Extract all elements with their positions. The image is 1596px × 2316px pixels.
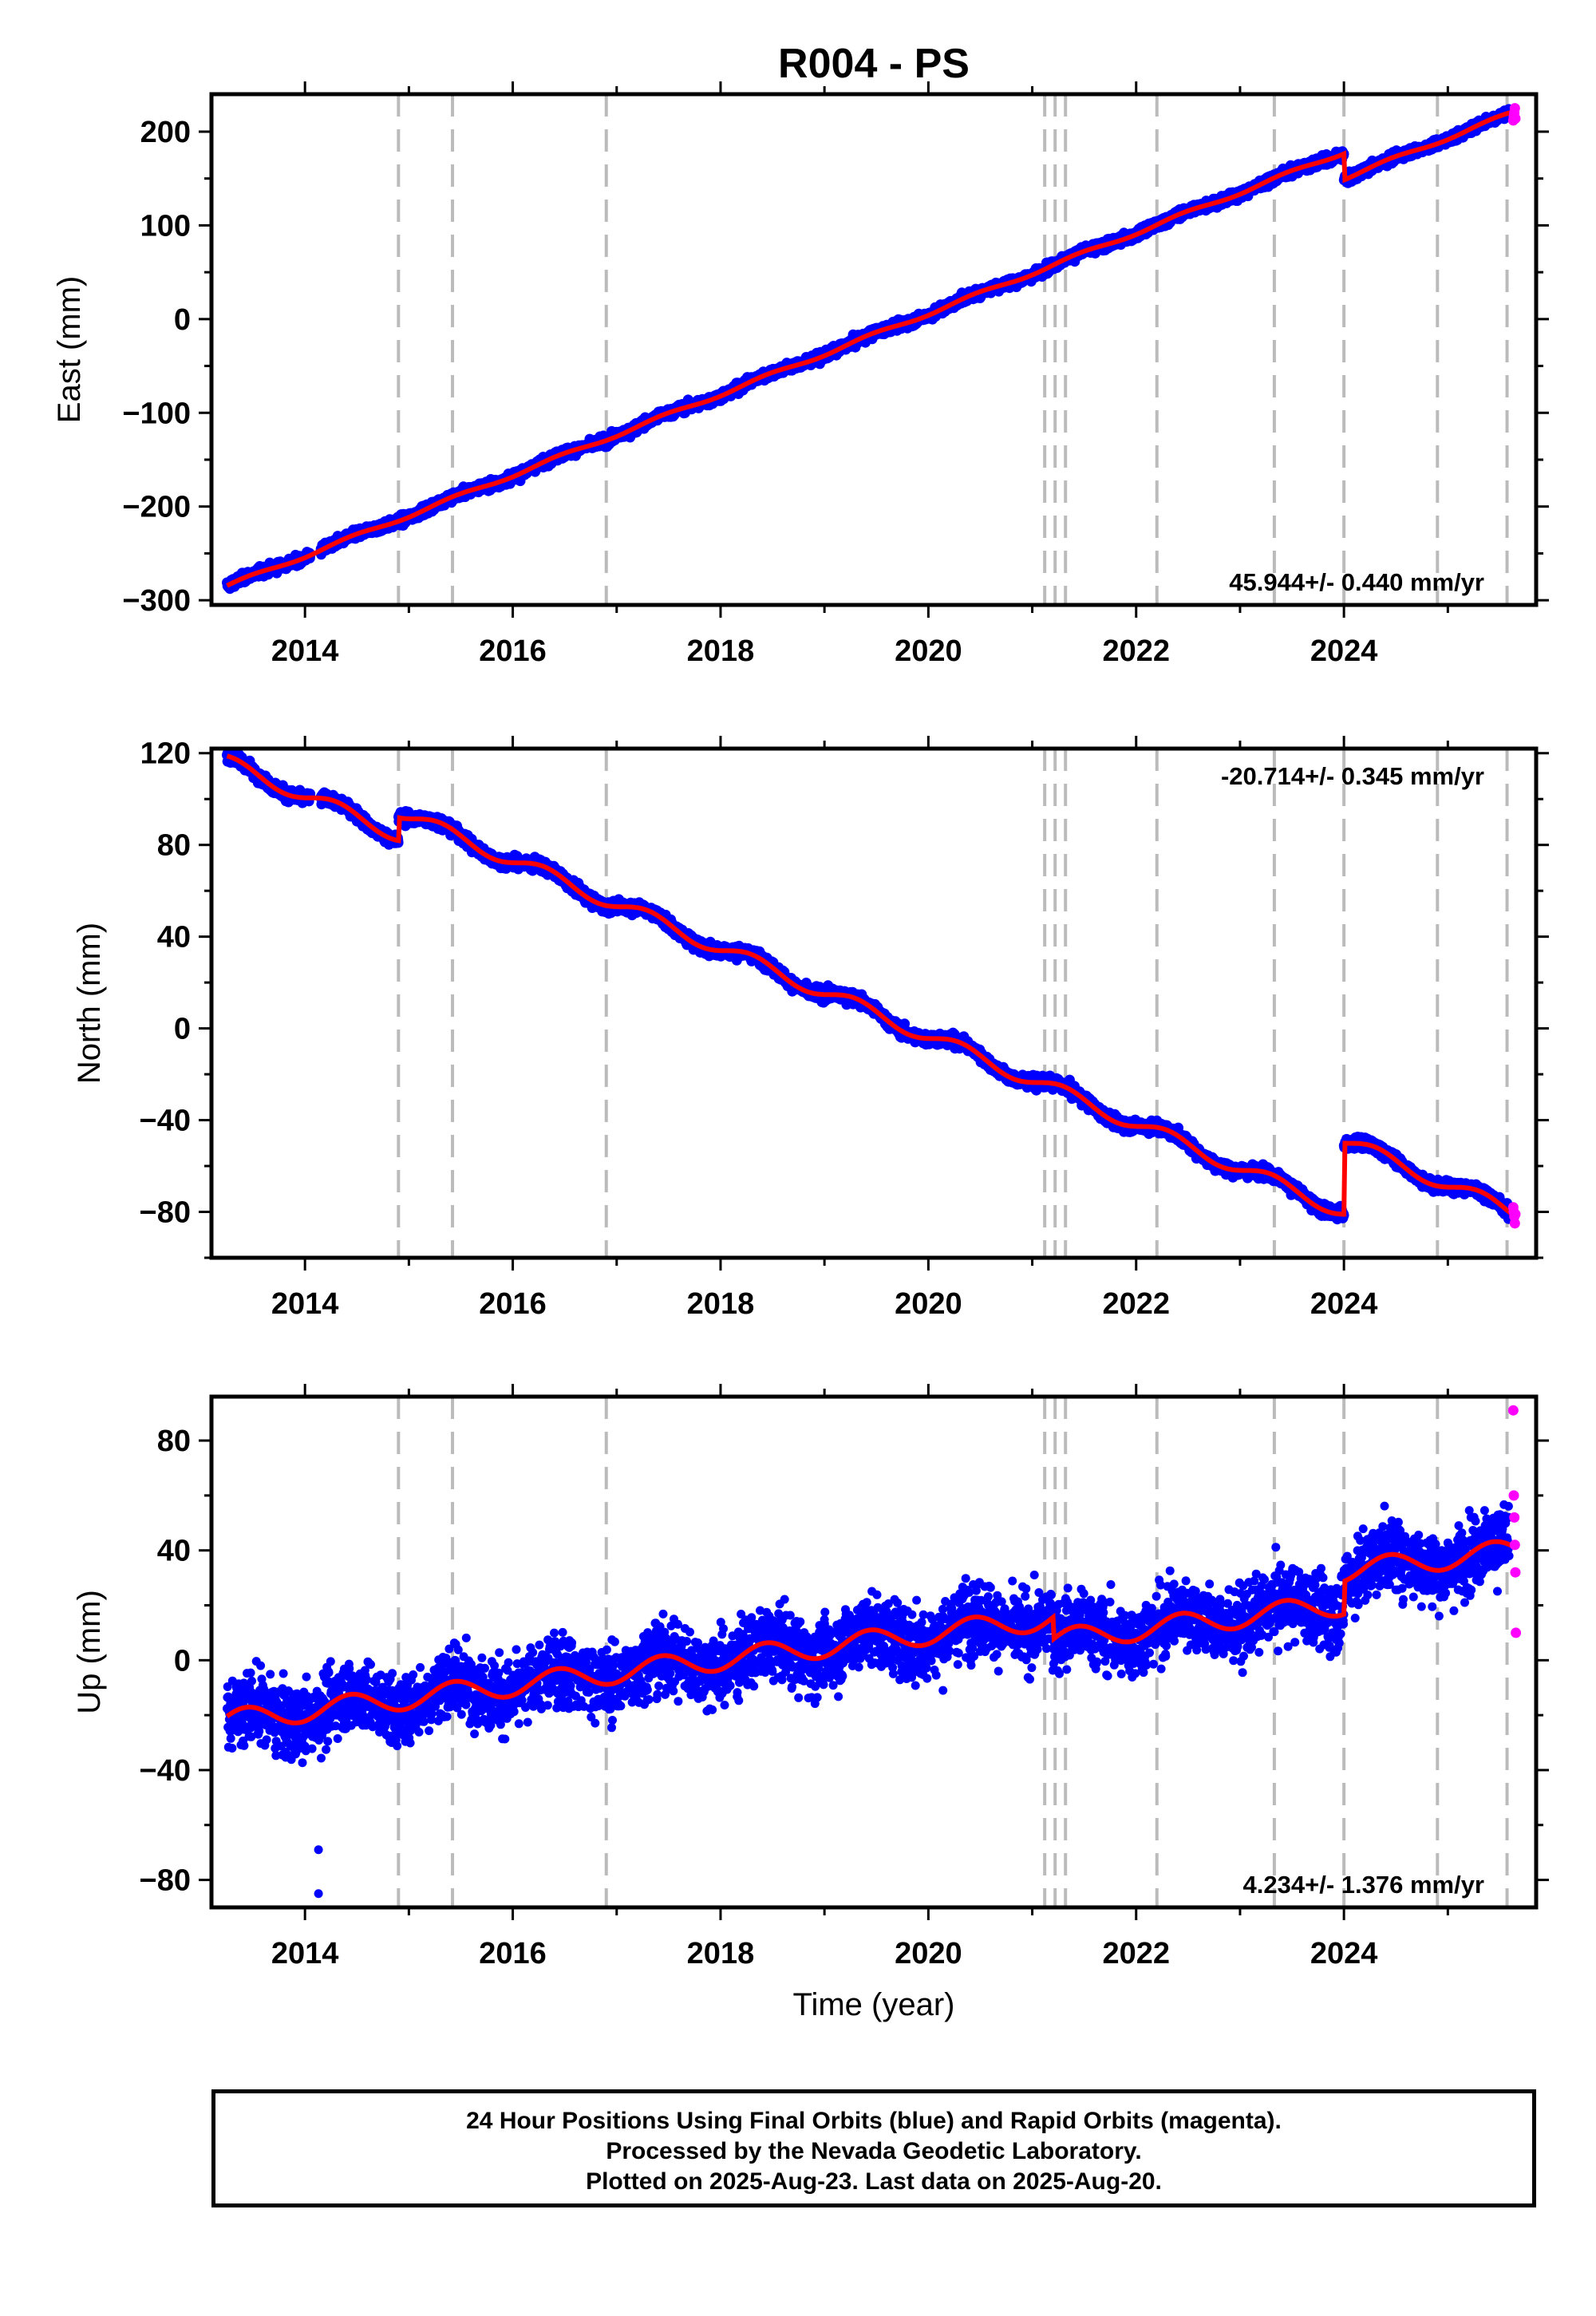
plot-frame [209,92,1539,607]
rapid-point [1510,113,1521,124]
x-tick-label: 2020 [895,634,962,668]
x-tick-label: 2024 [1310,634,1378,668]
final-orbit-points [222,104,1515,595]
x-tick-label: 2022 [1102,634,1170,668]
y-tick-label: −300 [122,584,191,618]
rate-label: 45.944+/- 0.440 mm/yr [1229,568,1484,596]
x-tick-label: 2018 [687,634,755,668]
y-tick-label: −200 [122,491,191,524]
panel-north: 2014 2016 2018 2020 2022 2024−80−4004080120No… [72,736,1549,1321]
x-tick-label: 2014 [271,634,339,668]
panel-east: 2014 2016 2018 2020 2022 2024 −300 −200 −100 0 100… [52,81,1549,668]
x-tick-label: 2016 [479,634,547,668]
model-fit-line [226,109,1513,588]
event-lines [397,94,1509,605]
y-tick-label: −100 [122,397,191,430]
panels-group: 2014 2016 2018 2020 2022 2024 −300 −200 −100 0 100… [52,81,1549,1970]
y-tick-label: 200 [140,116,191,149]
y-axis-label: East (mm) [52,276,87,423]
y-tick-label: 0 [174,303,191,337]
event-lines [397,749,1509,1258]
chart-title: R004 - PS [778,41,970,87]
y-tick-label: 100 [140,209,191,243]
rapid-point [1509,103,1520,114]
